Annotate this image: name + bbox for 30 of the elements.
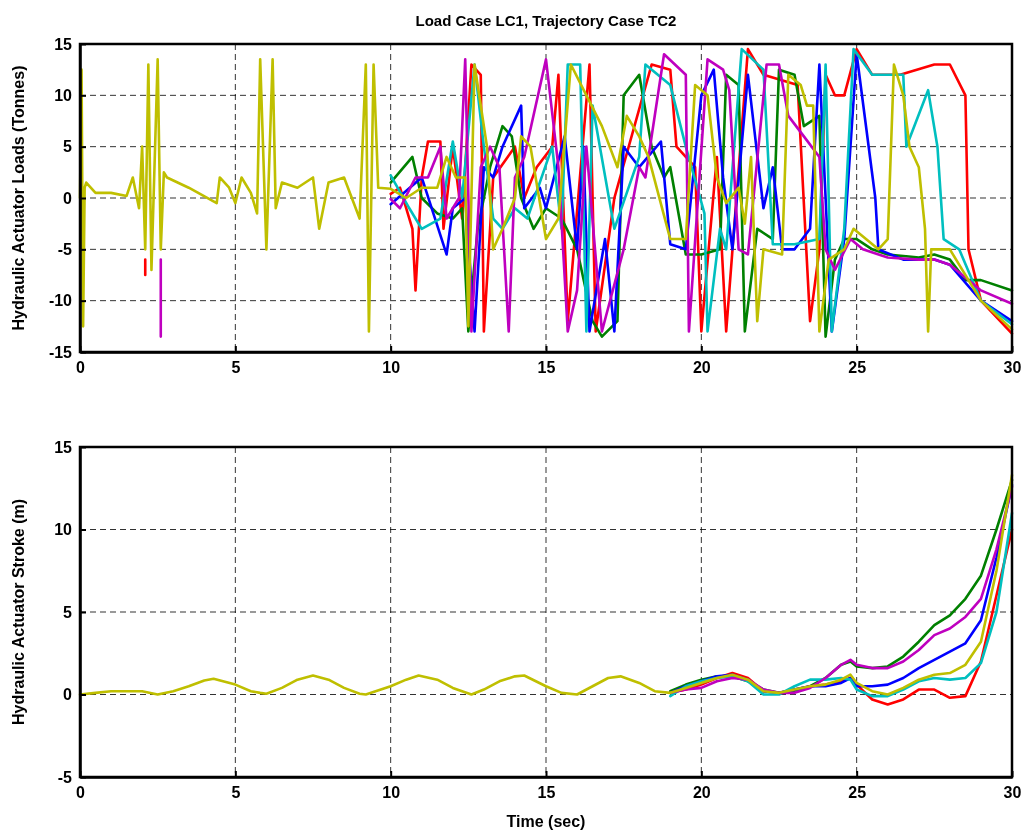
x-tick-label: 15 xyxy=(537,784,556,802)
x-tick-label: 25 xyxy=(848,359,867,377)
y-tick-label: 15 xyxy=(54,35,73,53)
x-tick-label: 0 xyxy=(76,784,86,802)
y-tick-label: -15 xyxy=(48,343,73,361)
y-tick-label: -5 xyxy=(57,240,73,258)
y-axis-title: Hydraulic Actuator Loads (Tonnes) xyxy=(10,65,27,331)
y-tick-label: -5 xyxy=(57,768,73,786)
x-tick-label: 25 xyxy=(848,784,867,802)
x-tick-label: 5 xyxy=(231,784,241,802)
y-tick-label: 5 xyxy=(63,603,73,621)
x-tick-label: 20 xyxy=(692,784,711,802)
x-tick-label: 0 xyxy=(76,359,86,377)
x-tick-label: 10 xyxy=(382,784,401,802)
x-tick-label: 30 xyxy=(1003,784,1022,802)
y-tick-label: 0 xyxy=(63,686,73,704)
y-axis-title: Hydraulic Actuator Stroke (m) xyxy=(10,498,27,726)
y-tick-label: 0 xyxy=(63,189,73,207)
x-tick-label: 5 xyxy=(231,359,241,377)
x-tick-label: 10 xyxy=(382,359,401,377)
y-tick-label: 5 xyxy=(63,138,73,156)
chart-title: Load Case LC1, Trajectory Case TC2 xyxy=(415,12,677,29)
x-tick-label: 15 xyxy=(537,359,556,377)
y-tick-label: 15 xyxy=(54,438,73,456)
y-tick-label: 10 xyxy=(54,521,73,539)
x-axis-title: Time (sec) xyxy=(506,813,586,830)
x-tick-label: 20 xyxy=(692,359,711,377)
y-tick-label: 10 xyxy=(54,86,73,104)
y-tick-label: -10 xyxy=(48,292,73,310)
x-tick-label: 30 xyxy=(1003,359,1022,377)
